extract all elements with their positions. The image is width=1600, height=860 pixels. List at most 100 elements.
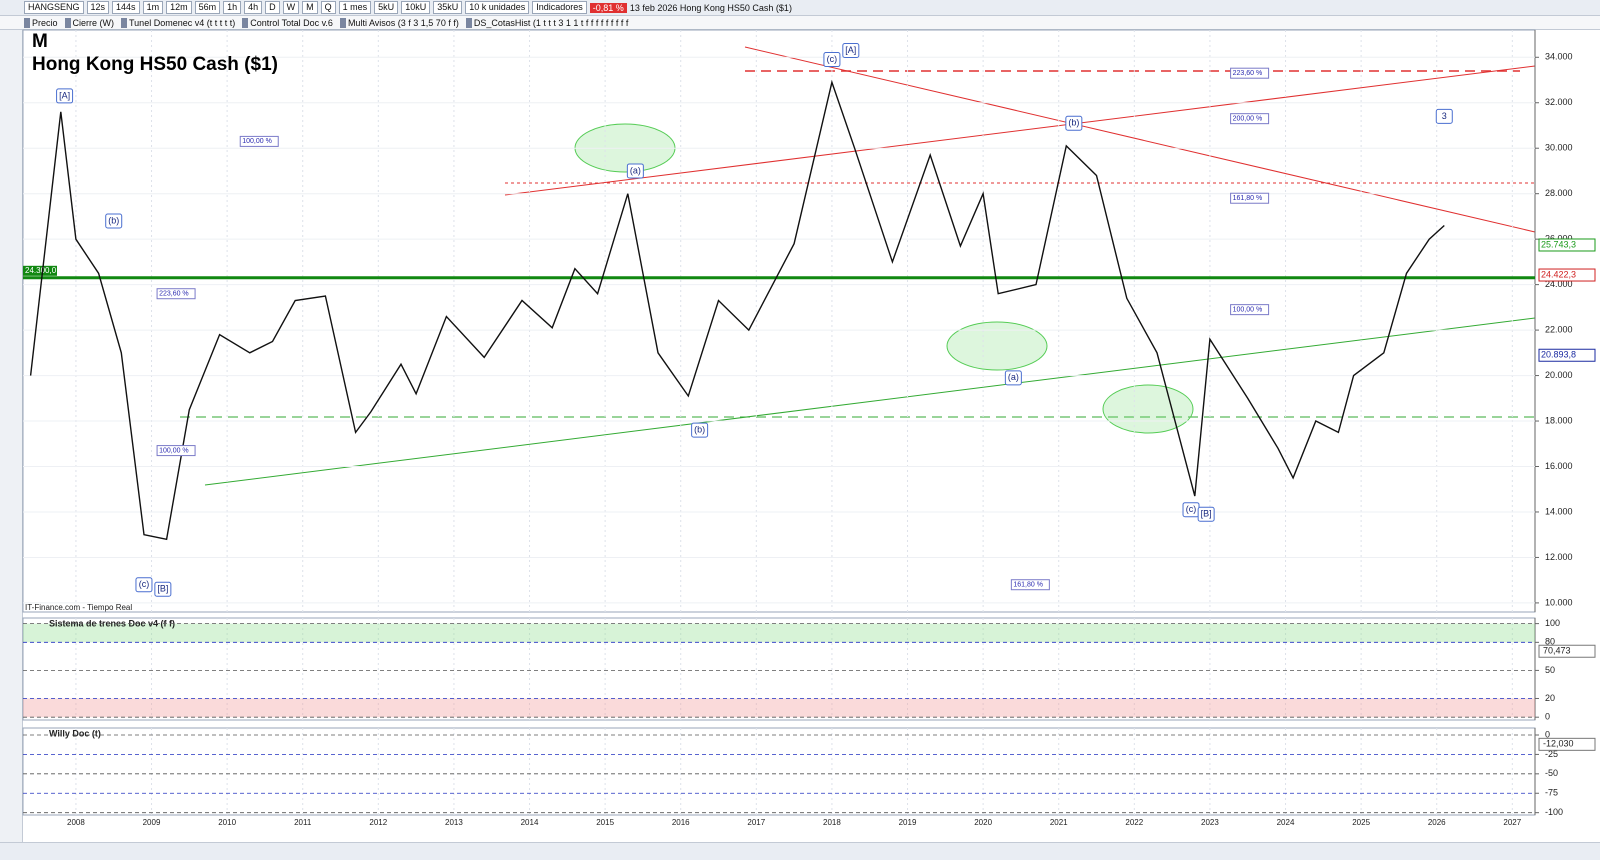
fib-label: 223,60 % [1233,70,1263,77]
toolbar-button[interactable]: 1 mes [338,1,372,14]
wave-label: (a) [1008,372,1019,382]
x-tick-label: 2026 [1428,818,1446,827]
highlight-ellipse [946,321,1048,371]
chart-area: 10.000 12.000 14.000 16.000 18.000 20.000 22.0… [22,29,1596,827]
x-tick-label: 2010 [218,818,236,827]
x-tick-label: 2025 [1352,818,1370,827]
fib-label: 100,00 % [159,447,189,454]
fib-box [156,288,196,300]
y-tick-label: -100 [1545,807,1563,817]
y-tick-label: 10.000 [1545,597,1573,607]
x-tick-label: 2019 [899,818,917,827]
wave-label: (b) [1068,118,1079,128]
toolbar-button[interactable]: 144s [112,1,140,14]
y-tick-label: 0 [1545,729,1550,739]
wave-box [1435,108,1453,124]
oversold-zone [23,698,1535,718]
x-tick-label: 2015 [596,818,614,827]
toolbar-button[interactable]: Q [320,1,336,14]
y-tick-label: 80 [1545,637,1555,647]
indicator-tab[interactable]: Tunel Domenec v4 (t t t t t) [121,17,239,28]
y-tick-label: -75 [1545,788,1558,798]
fib-label: 161,80 % [1013,582,1043,589]
x-tick-label: 2013 [445,818,463,827]
x-tick-label: 2020 [974,818,992,827]
y-tick-label: 14.000 [1545,506,1573,516]
x-tick-label: 2008 [67,818,85,827]
y-tick-label: 28.000 [1545,188,1573,198]
indicator-tab[interactable]: Cierre (W) [64,17,119,28]
highlight-ellipse [1102,384,1194,434]
indicator-tab[interactable]: DS_CotasHist (1 t t t 3 1 1 t f f f f f … [465,17,633,28]
price-tag [1538,238,1596,252]
wave-label: [B] [1201,509,1212,519]
wave-box [135,577,153,593]
value-tag [1538,644,1596,658]
source: IT-Finance.com - Tiempo Real [25,603,132,612]
wave-label: (c) [1186,504,1197,514]
indicator-tab[interactable]: Precio [24,17,62,28]
x-tick-label: 2017 [747,818,765,827]
toolbar-button[interactable]: D [265,1,280,14]
trend-line [204,317,1536,486]
indicator-tab[interactable]: Control Total Doc v.6 [242,17,337,28]
y-tick-label: 50 [1545,665,1555,675]
x-tick-label: 2011 [294,818,312,827]
toolbar-button[interactable]: 12m [166,1,192,14]
y-tick-label: 0 [1545,712,1550,722]
toolbar-button[interactable]: 56m [194,1,221,14]
toolbar-button[interactable]: W [282,1,300,14]
price-tag [1538,348,1596,362]
fib-box [1230,304,1270,316]
x-tick-label: 2023 [1201,818,1219,827]
panel-frame [22,727,1536,816]
fib-box [1230,113,1270,125]
fib-label: 200,00 % [1233,116,1263,123]
wave-box [1004,370,1022,386]
y-tick-label: 20 [1545,693,1555,703]
trend-line [504,65,1536,196]
x-tick-label: 2022 [1125,818,1143,827]
price-line [29,79,1445,541]
toolbar-button[interactable]: 10 k unidades [465,1,530,14]
chart-title: Hong Kong HS50 Cash ($1) [32,54,278,75]
toolbar-button[interactable]: 12s [86,1,110,14]
toolbar-button[interactable]: M [302,1,318,14]
y-tick-label: 12.000 [1545,552,1573,562]
panel-frame [22,29,1536,613]
toolbar-button[interactable]: Indicadores [532,1,587,14]
y-tick-label: -50 [1545,768,1558,778]
indicator-tab[interactable]: Multi Avisos (3 f 3 1,5 70 f f) [339,17,463,28]
wave-label: [B] [157,584,168,594]
toolbar-button[interactable]: 1m [142,1,164,14]
toolbar-button[interactable]: 35kU [433,1,463,14]
fib-box [1230,192,1270,204]
y-tick-label: 34.000 [1545,52,1573,62]
change: -0,81 % [589,2,627,13]
wave-box [842,42,860,58]
overbought-zone [23,623,1535,643]
fib-box [156,445,196,457]
timeframe: M [32,31,48,52]
value-tag-label: 70,473 [1543,646,1571,656]
fib-box [1010,579,1050,591]
toolbar-button[interactable]: 10kU [401,1,431,14]
fib-label: 100,00 % [242,138,272,145]
wave-label: (a) [630,165,641,175]
y-tick-label: 24.000 [1545,279,1573,289]
symbol[interactable]: HANGSENG [24,1,84,14]
wave-box [154,581,172,597]
y-tick-label: 22.000 [1545,324,1573,334]
top-toolbar: HANGSENG 12s 144s 1m 12m 56m 1h 4h D W M Q 1 mes 5kU 1… [0,0,1600,16]
toolbar-button[interactable]: 5kU [374,1,399,14]
wave-label: (c) [139,579,150,589]
y-tick-label: 100 [1545,618,1560,628]
fib-label: 100,00 % [1233,306,1263,313]
wave-label: (b) [108,215,119,225]
fib-label: 223,60 % [159,291,189,298]
value-tag [1538,737,1596,751]
y-tick-label: 30.000 [1545,143,1573,153]
toolbar-button[interactable]: 4h [244,1,263,14]
toolbar-button[interactable]: 1h [223,1,242,14]
